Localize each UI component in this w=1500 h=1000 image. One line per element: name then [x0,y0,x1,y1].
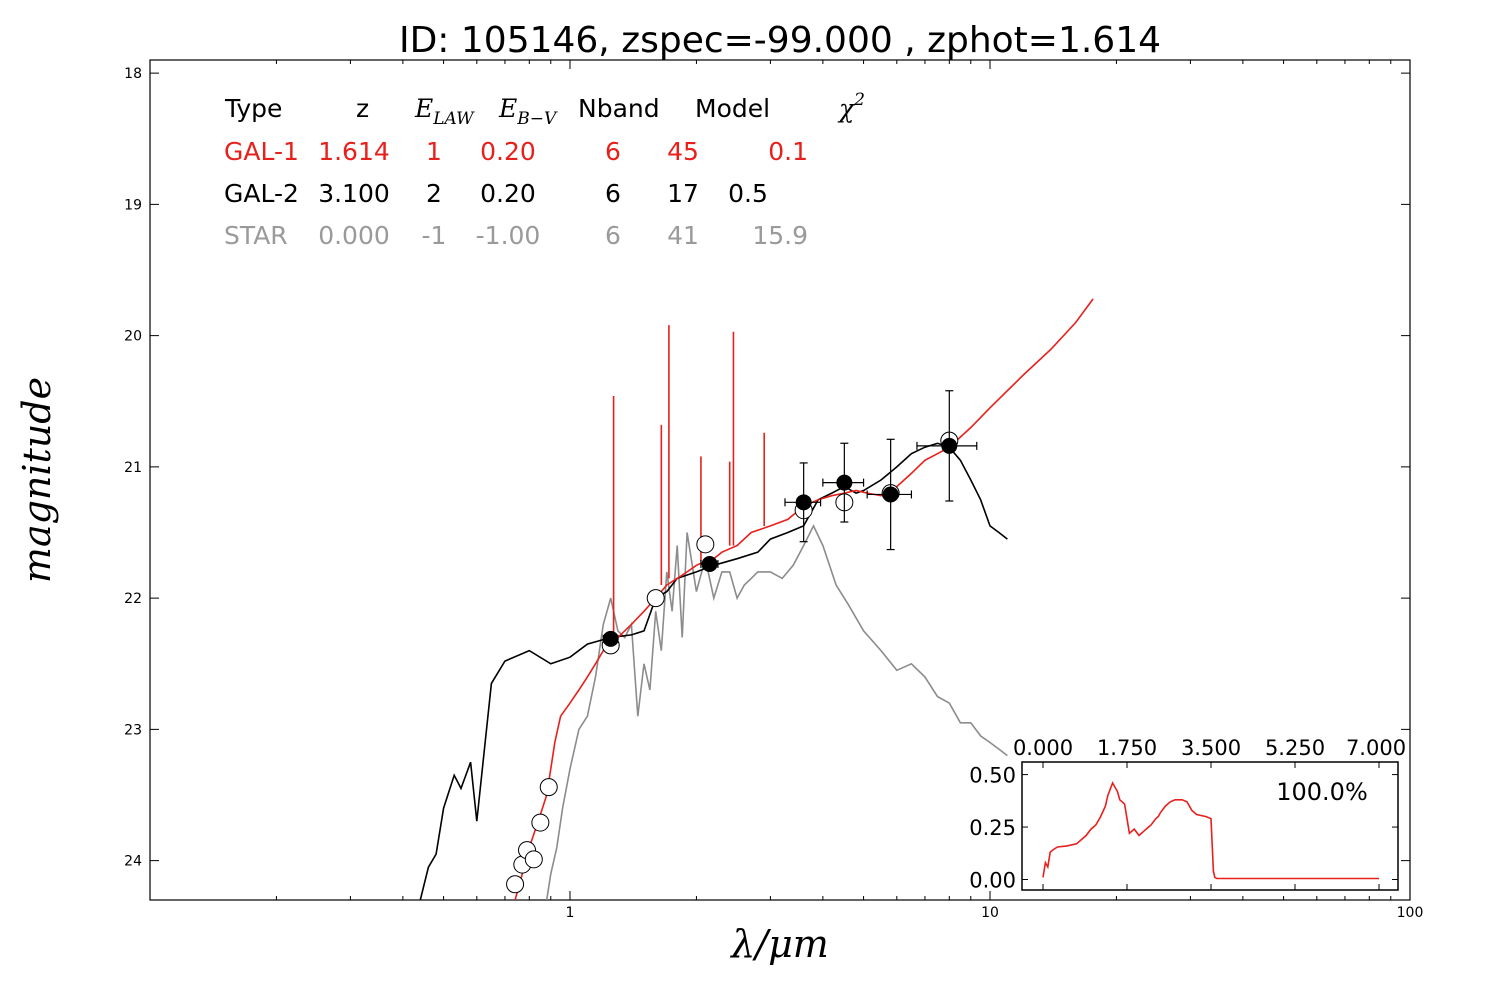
main-plot-frame [149,59,1411,901]
model-point [506,875,525,894]
table-cell-elaw: -1 [422,221,447,250]
y-axis-label: magnitude [15,377,59,583]
inset-redshift-pdf: 0.000 1.750 3.500 5.250 7.000 0.50 0.25 0.00 10… [969,736,1406,893]
main-series-group [419,298,1094,900]
observed-point [795,494,812,511]
table-cell-model: 41 [667,221,699,250]
x-axis-label: λ/μm [729,922,829,966]
table-cell-ebv: -1.00 [476,221,541,250]
inset-pdf-line [1042,781,1379,880]
header-z: z [356,94,369,123]
table-cell-type: GAL-2 [224,179,299,208]
series-line-star [545,524,1008,900]
table-cell-type: STAR [224,221,288,250]
inset-series-group [1042,781,1379,880]
observed-point [602,630,619,647]
table-cell-nband: 6 [605,221,621,250]
table-cell-chi2: 0.5 [728,179,768,208]
header-nband: Nband [578,94,660,123]
model-point [531,813,550,832]
inset-annotation: 100.0% [1276,778,1368,806]
y-tick-label: 18 [124,66,142,82]
header-chi2: χ2 [837,90,865,123]
header-ebv: EB−V [498,94,558,129]
photometry-points [506,390,978,894]
y-tick-label: 19 [124,197,142,213]
table-cell-elaw: 2 [426,179,442,208]
table-cell-z: 1.614 [318,137,390,166]
inset-plot-frame [1021,761,1399,891]
series-line-gal-2 [419,442,1008,900]
observed-point [882,486,899,503]
inset-y-tick-label: 0.25 [969,816,1016,840]
header-elaw: ELAW [414,94,475,129]
table-cell-type: GAL-1 [224,137,299,166]
table-cell-elaw: 1 [426,137,442,166]
observed-point [701,556,718,572]
table-cell-model: 45 [667,137,699,166]
inset-y-tick-label: 0.00 [969,869,1016,893]
x-tick-label: 10 [981,905,999,921]
chart-title: ID: 105146, zspec=-99.000 , zphot=1.614 [399,20,1161,61]
table-cell-chi2: 15.9 [752,221,808,250]
inset-y-tick-label: 0.50 [969,764,1016,788]
observed-point [836,474,853,491]
model-point [646,589,665,608]
inset-x-tick-label: 7.000 [1346,736,1406,760]
inset-x-tick-label: 5.250 [1265,736,1325,760]
x-tick-label: 1 [566,905,575,921]
y-tick-label: 23 [124,722,142,738]
table-rows: GAL-1 1.614 1 0.20 6 45 0.1 GAL-2 3.100 2 0.20 6 17 0… [224,137,808,250]
y-tick-label: 24 [124,854,142,870]
y-tick-label: 21 [124,460,142,476]
model-point [524,850,543,869]
inset-x-tick-label: 3.500 [1181,736,1241,760]
table-cell-chi2: 0.1 [768,137,808,166]
table-cell-nband: 6 [605,179,621,208]
series-line-gal-1 [514,298,1094,900]
table-cell-ebv: 0.20 [480,137,536,166]
table-cell-ebv: 0.20 [480,179,536,208]
y-tick-label: 20 [124,329,142,345]
model-point [539,778,558,797]
x-tick-label: 100 [1397,905,1424,921]
y-tick-label: 22 [124,591,142,607]
model-point [696,535,715,554]
inset-x-tick-label: 0.000 [1013,736,1073,760]
observed-point [941,437,958,454]
header-type: Type [224,94,282,123]
table-cell-model: 17 [667,179,699,208]
table-cell-z: 3.100 [318,179,390,208]
inset-axis-ticks: 0.000 1.750 3.500 5.250 7.000 0.50 0.25 0.00 [969,736,1406,893]
table-cell-nband: 6 [605,137,621,166]
inset-x-tick-label: 1.750 [1097,736,1157,760]
header-model: Model [695,94,770,123]
fit-results-table: Type z ELAW EB−V Nband Model χ2 GAL-1 1.6… [224,90,865,250]
table-cell-z: 0.000 [318,221,390,250]
